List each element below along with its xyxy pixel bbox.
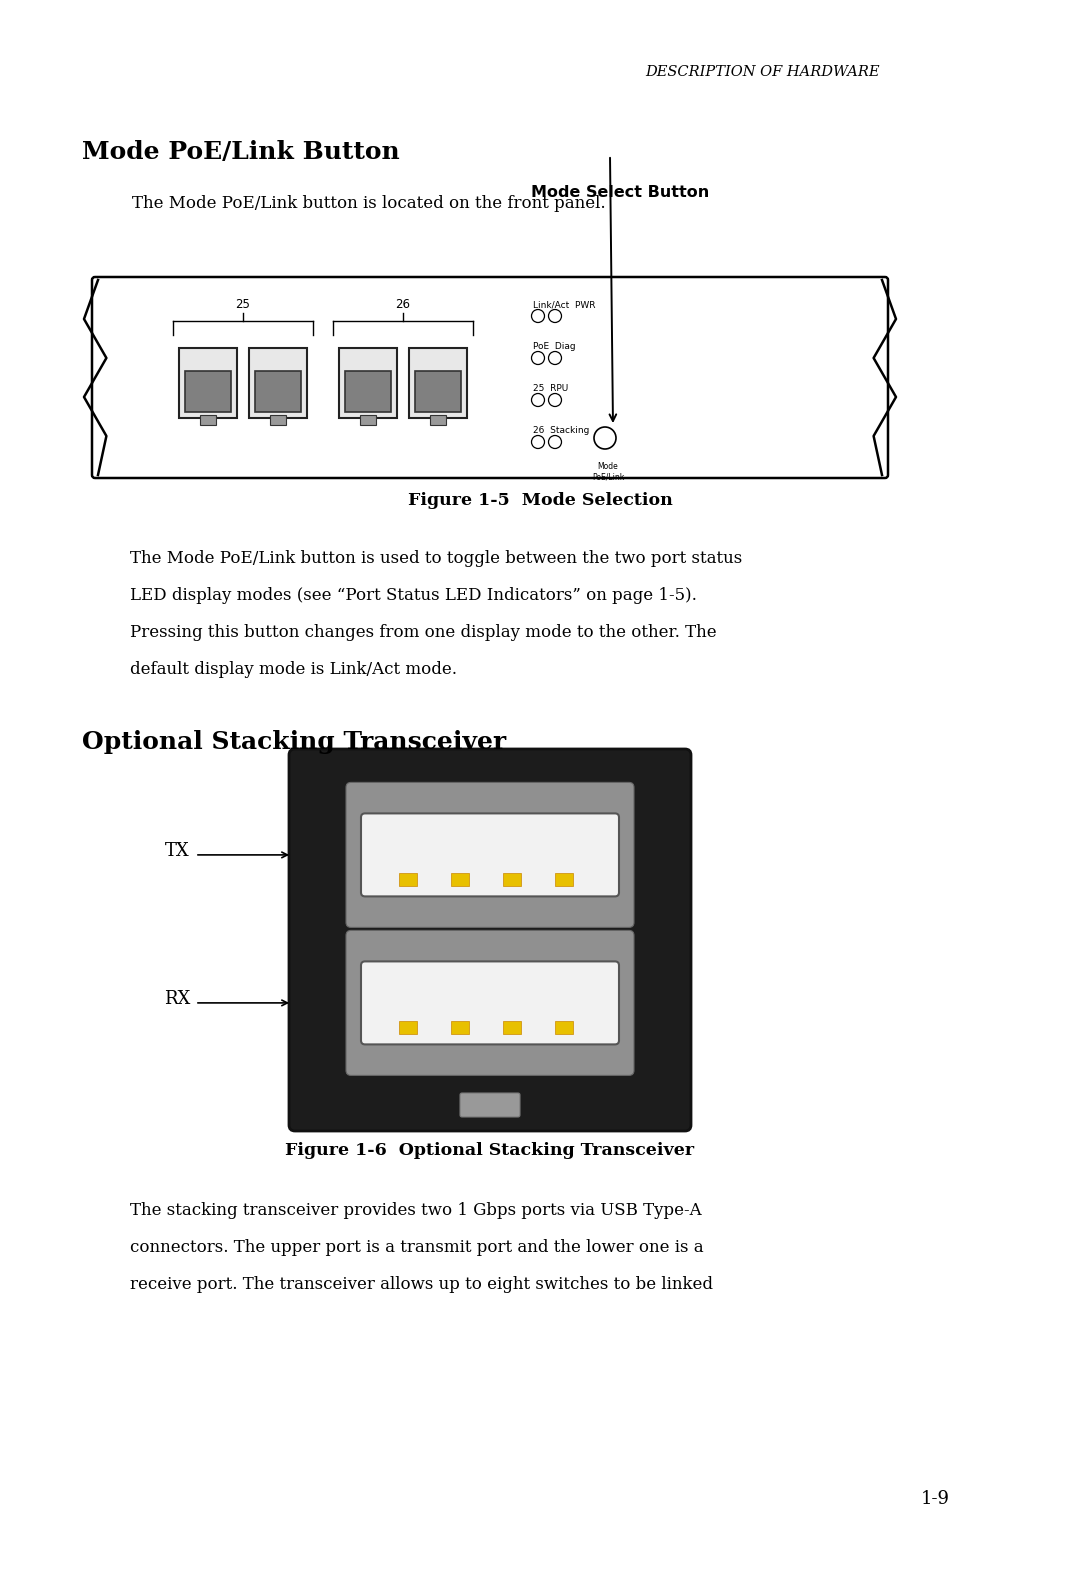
FancyBboxPatch shape [415,372,461,411]
Text: LED display modes (see “Port Status LED Indicators” on page 1-5).: LED display modes (see “Port Status LED … [130,587,697,604]
FancyBboxPatch shape [289,749,691,1130]
Circle shape [549,394,562,407]
Text: DESCRIPTION OF HARDWARE: DESCRIPTION OF HARDWARE [646,64,880,78]
FancyBboxPatch shape [179,349,237,418]
FancyBboxPatch shape [345,372,391,411]
FancyBboxPatch shape [255,372,301,411]
FancyBboxPatch shape [399,1022,417,1035]
FancyBboxPatch shape [503,873,521,887]
FancyBboxPatch shape [200,414,216,425]
FancyBboxPatch shape [185,372,231,411]
FancyBboxPatch shape [555,873,573,887]
Circle shape [531,435,544,449]
Text: receive port. The transceiver allows up to eight switches to be linked: receive port. The transceiver allows up … [130,1276,713,1294]
FancyBboxPatch shape [92,276,888,477]
FancyBboxPatch shape [361,813,619,896]
FancyBboxPatch shape [430,414,446,425]
Text: Figure 1-5  Mode Selection: Figure 1-5 Mode Selection [407,491,673,509]
Text: 26: 26 [395,298,410,311]
Text: TX: TX [165,842,190,860]
Text: 1-9: 1-9 [921,1490,950,1509]
Text: Mode PoE/Link Button: Mode PoE/Link Button [82,140,400,163]
FancyBboxPatch shape [346,931,634,1075]
Text: 25: 25 [235,298,251,311]
Circle shape [549,309,562,322]
Text: PoE  Diag: PoE Diag [534,342,576,352]
FancyBboxPatch shape [503,1022,521,1035]
Text: 26  Stacking: 26 Stacking [534,425,590,435]
Text: 25  RPU: 25 RPU [534,385,568,392]
Text: The Mode PoE/Link button is used to toggle between the two port status: The Mode PoE/Link button is used to togg… [130,550,742,567]
FancyBboxPatch shape [451,873,469,887]
FancyBboxPatch shape [270,414,286,425]
FancyBboxPatch shape [346,782,634,928]
FancyBboxPatch shape [409,349,467,418]
FancyBboxPatch shape [339,349,397,418]
Text: Optional Stacking Transceiver: Optional Stacking Transceiver [82,730,507,754]
Circle shape [594,427,616,449]
Circle shape [549,435,562,449]
FancyBboxPatch shape [249,349,307,418]
Text: default display mode is Link/Act mode.: default display mode is Link/Act mode. [130,661,457,678]
Text: Mode
PoE/Link: Mode PoE/Link [592,462,624,482]
Text: Figure 1-6  Optional Stacking Transceiver: Figure 1-6 Optional Stacking Transceiver [285,1141,694,1159]
Text: Pressing this button changes from one display mode to the other. The: Pressing this button changes from one di… [130,623,717,641]
FancyBboxPatch shape [360,414,376,425]
Text: Link/Act  PWR: Link/Act PWR [534,300,595,309]
FancyBboxPatch shape [399,873,417,887]
FancyBboxPatch shape [555,1022,573,1035]
Text: The stacking transceiver provides two 1 Gbps ports via USB Type-A: The stacking transceiver provides two 1 … [130,1203,702,1218]
FancyBboxPatch shape [451,1022,469,1035]
Circle shape [531,394,544,407]
FancyBboxPatch shape [460,1093,519,1116]
Text: connectors. The upper port is a transmit port and the lower one is a: connectors. The upper port is a transmit… [130,1239,704,1256]
Circle shape [531,352,544,364]
FancyBboxPatch shape [361,961,619,1044]
Text: The Mode PoE/Link button is located on the front panel.: The Mode PoE/Link button is located on t… [132,195,606,212]
Circle shape [549,352,562,364]
Text: RX: RX [164,991,190,1008]
Text: Mode Select Button: Mode Select Button [531,185,710,199]
Circle shape [531,309,544,322]
